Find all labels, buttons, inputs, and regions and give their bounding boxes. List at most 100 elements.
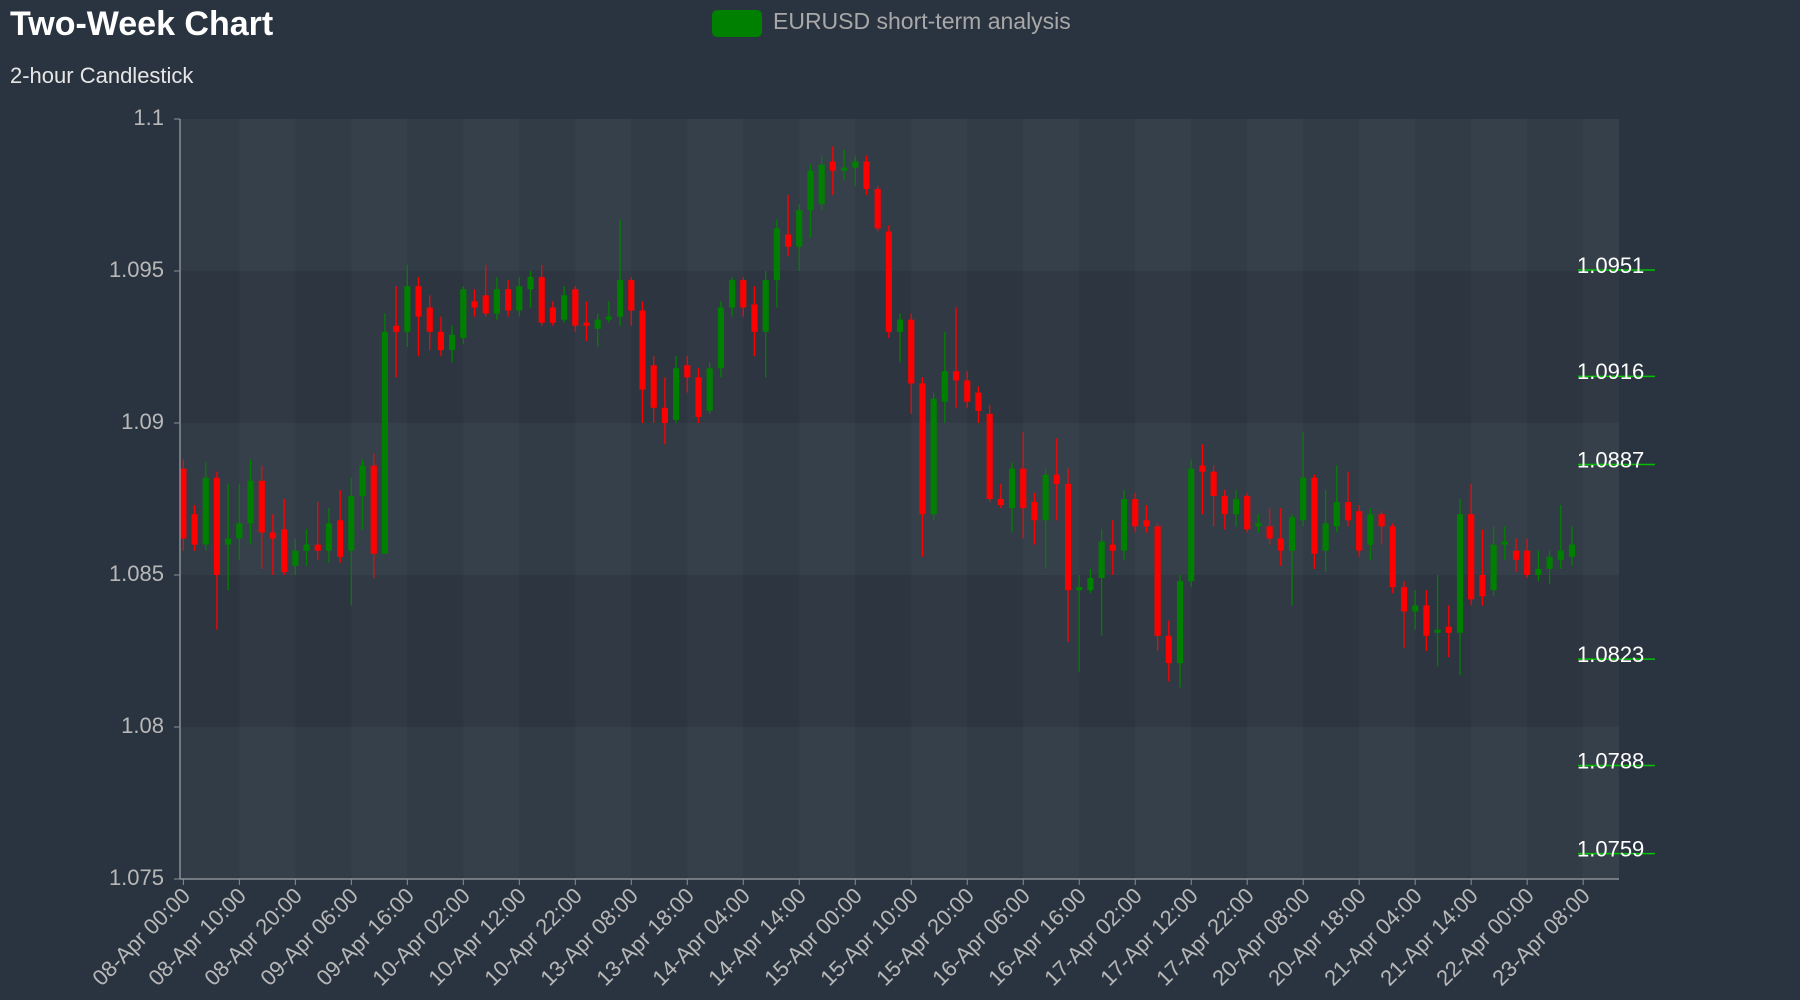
candle-body [975, 392, 982, 411]
candle-body [527, 277, 534, 290]
candle-body [840, 167, 848, 171]
candle-body [796, 210, 803, 247]
chart-title: Two-Week Chart [10, 5, 273, 43]
candle-body [1356, 511, 1363, 551]
column-band [1135, 119, 1191, 879]
candle-body [460, 289, 467, 338]
candle-body [1400, 587, 1408, 612]
candle-body [1176, 581, 1184, 664]
candle-body [1288, 517, 1296, 551]
candle-body [919, 383, 926, 515]
candle-body [807, 170, 814, 211]
candle-body [348, 495, 355, 551]
candle-body [1501, 541, 1508, 545]
candle-body [1277, 538, 1284, 551]
candle-body [952, 371, 960, 381]
candle-body [493, 289, 500, 314]
candle-body [1367, 514, 1374, 545]
candle-body [1311, 477, 1318, 554]
candle-body [1490, 544, 1497, 591]
candle-body [1568, 544, 1576, 557]
candle-body [393, 325, 400, 332]
y-tick-label: 1.095 [109, 257, 164, 282]
candle-body [337, 520, 344, 557]
candle-body [628, 280, 635, 311]
candle-body [404, 286, 411, 332]
candle-body [684, 365, 691, 378]
candle-body [1210, 471, 1217, 496]
candle-body [784, 234, 792, 247]
candle-body [572, 289, 579, 326]
candle-body [1479, 575, 1486, 597]
candle-body [269, 532, 277, 539]
candle-body [751, 304, 758, 332]
candle-body [1512, 550, 1520, 560]
candle-body [437, 331, 445, 351]
candle-body [617, 280, 624, 317]
candle-body [1322, 523, 1329, 551]
candle-body [1389, 526, 1396, 588]
level-label: 1.0951 [1577, 253, 1644, 278]
candle-body [1031, 502, 1038, 521]
candle-body [583, 322, 590, 326]
candle-body [1266, 526, 1273, 539]
level-label: 1.0916 [1577, 359, 1644, 384]
candle-body [303, 544, 310, 551]
candle-body [1244, 495, 1251, 530]
candle-body [863, 161, 870, 189]
candle-body [1468, 514, 1475, 600]
candle-body [1423, 605, 1430, 636]
candle-body [1445, 626, 1452, 633]
candle-body [1456, 514, 1464, 633]
candle-body [852, 161, 859, 168]
y-tick-label: 1.08 [121, 713, 164, 738]
candle-body [191, 514, 198, 545]
candle-body [561, 295, 568, 320]
candle-body [1524, 550, 1531, 575]
candle-body [449, 334, 456, 351]
level-label: 1.0788 [1577, 748, 1644, 773]
candle-body [829, 161, 836, 171]
candle-body [325, 523, 333, 551]
candle-body [1344, 502, 1352, 521]
level-label: 1.0759 [1577, 836, 1644, 861]
candle-body [964, 380, 971, 402]
candle-body [549, 307, 556, 323]
candle-body [1008, 468, 1016, 509]
candle-body [359, 465, 366, 496]
candle-body [505, 289, 512, 311]
candle-body [1120, 499, 1128, 551]
legend-label: EURUSD short-term analysis [773, 8, 1071, 34]
candle-body [1132, 499, 1139, 527]
candle-body [1165, 635, 1172, 664]
candle-body [1042, 474, 1049, 521]
candle-body [202, 477, 209, 545]
candle-body [258, 480, 265, 533]
candle-body [1154, 526, 1161, 636]
level-label: 1.0887 [1577, 447, 1644, 472]
candle-body [896, 319, 904, 332]
candle-body [818, 164, 825, 205]
legend-swatch [712, 10, 762, 37]
candle-body [908, 319, 915, 384]
column-band [463, 119, 519, 879]
y-tick-label: 1.085 [109, 561, 164, 586]
plot-background [180, 119, 1619, 879]
candle-body [1434, 629, 1441, 633]
candle-body [1546, 556, 1553, 569]
chart-subtitle: 2-hour Candlestick [10, 63, 194, 88]
candle-body [605, 316, 612, 320]
candle-body [1221, 495, 1228, 515]
candle-body [729, 280, 736, 308]
candle-body [673, 368, 680, 420]
candle-body [247, 480, 254, 524]
column-band [687, 119, 743, 879]
candle-body [225, 538, 232, 545]
candle-body [1076, 587, 1083, 591]
candle-body [941, 371, 948, 402]
candle-body [1143, 520, 1150, 527]
y-tick-label: 1.075 [109, 865, 164, 890]
candle-body [426, 307, 433, 332]
